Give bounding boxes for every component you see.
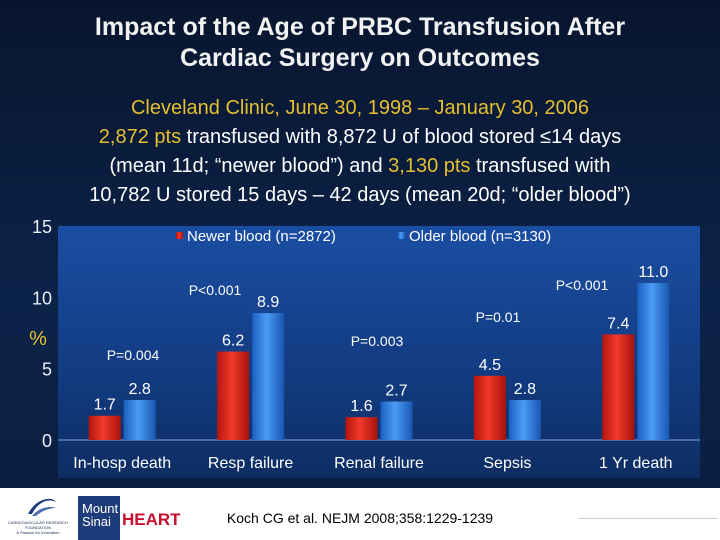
crf-name: CARDIOVASCULAR RESEARCH FOUNDATION [7,520,69,530]
bar-older-1 [252,313,285,440]
ms-line-1: Mount [82,501,119,516]
plot-panel [58,226,700,478]
bar-older-4 [637,283,670,440]
title-line-1: Impact of the Age of PRBC Transfusion Af… [94,13,626,41]
study-line-3: (mean 11d; “newer blood”) and 3,130 pts … [10,152,710,181]
study-description: Cleveland Clinic, June 30, 1998 – Januar… [10,94,710,210]
bar-older-0 [123,400,156,440]
legend-swatch-1 [398,232,405,239]
value-label-older-3: 2.8 [514,381,536,398]
category-label-1: Resp failure [208,455,293,472]
y-tick-label-2: 10 [32,288,52,308]
crf-swoosh-icon [28,498,56,516]
study-line-2-text: transfused with 8,872 U of blood stored … [181,126,622,148]
bar-chart-svg: 0 5 10 15% Newer blood (n=2872) Older blood (… [29,218,700,478]
bar-newer-1 [217,351,250,440]
value-label-newer-1: 6.2 [222,333,244,350]
crf-logo-text: CARDIOVASCULAR RESEARCH FOUNDATION A Pas… [6,520,70,535]
y-tick-label-1: 5 [42,360,52,380]
category-label-0: In-hosp death [73,455,171,472]
value-label-newer-4: 7.4 [607,315,629,332]
decorative-line [578,518,718,519]
ms-line-2: Sinai [82,514,111,529]
p-value-3: P=0.01 [476,309,521,325]
bar-newer-4 [602,334,635,440]
study-line-4: 10,782 U stored 15 days – 42 days (mean … [89,184,631,206]
p-value-0: P=0.004 [107,347,160,363]
study-line-2: 2,872 pts transfused with 8,872 U of blo… [10,123,710,152]
value-label-newer-3: 4.5 [479,357,501,374]
y-tick-label-3: 15 [32,218,52,237]
category-label-3: Sepsis [483,455,531,472]
legend-swatch-0 [176,232,183,239]
legend-label-1: Older blood (n=3130) [409,228,551,245]
bar-older-2 [380,401,413,440]
newer-count: 2,872 pts [98,126,182,148]
bar-older-3 [508,400,541,440]
category-label-2: Renal failure [334,455,424,472]
study-line-3-text-c: transfused with [470,155,611,177]
bar-chart: 0 5 10 15% Newer blood (n=2872) Older blood (… [0,218,720,486]
bar-newer-2 [345,417,378,440]
value-label-newer-0: 1.7 [94,397,116,414]
study-line-3-text-a: (mean 11d; “newer blood”) and [109,155,389,177]
slide-title: Impact of the Age of PRBC Transfusion Af… [20,12,700,74]
p-value-2: P=0.003 [351,333,404,349]
bar-newer-0 [88,415,121,440]
legend-label-0: Newer blood (n=2872) [187,228,336,245]
study-period: Cleveland Clinic, June 30, 1998 – Januar… [130,97,590,119]
crf-tagline: A Passion for Innovation [16,530,60,535]
value-label-older-4: 11.0 [638,264,668,281]
p-value-4: P<0.001 [556,277,609,293]
category-label-4: 1 Yr death [599,455,673,472]
crf-logo: CARDIOVASCULAR RESEARCH FOUNDATION A Pas… [6,494,70,535]
p-value-1: P<0.001 [189,282,242,298]
mount-sinai-logo: Mount Sinai [78,496,120,540]
citation: Koch CG et al. NEJM 2008;358:1229-1239 [226,510,494,526]
bar-newer-3 [473,375,506,440]
heart-logo: HEART [122,510,181,529]
value-label-older-2: 2.7 [385,382,407,399]
y-tick-label-0: 0 [42,431,52,451]
value-label-older-0: 2.8 [129,381,151,398]
y-axis-label: % [29,328,47,350]
value-label-older-1: 8.9 [257,294,279,311]
footer: CARDIOVASCULAR RESEARCH FOUNDATION A Pas… [0,488,720,540]
title-line-2: Cardiac Surgery on Outcomes [180,44,540,72]
value-label-newer-2: 1.6 [350,398,372,415]
older-count: 3,130 pts [388,155,471,177]
